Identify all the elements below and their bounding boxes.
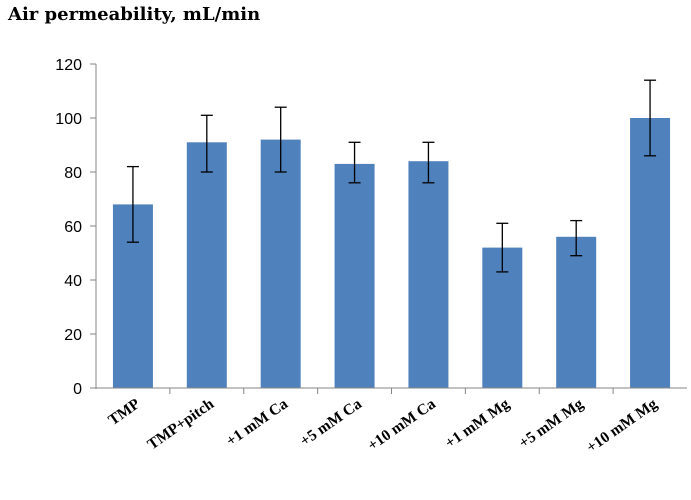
x-tick-label: +10 mM Ca (365, 395, 439, 454)
bar-3 (334, 163, 375, 388)
y-axis-ticks: 0 20 40 60 80 100 120 (55, 57, 96, 398)
bars (112, 118, 671, 388)
bar-1 (186, 142, 227, 388)
error-bars (126, 79, 657, 273)
x-tick-label: +5 mM Mg (516, 395, 587, 452)
bar-4 (408, 161, 449, 388)
x-tick-label: +10 mM Mg (583, 395, 660, 456)
y-tick-label: 0 (73, 381, 82, 398)
y-tick-label: 20 (64, 327, 82, 344)
y-tick-label: 60 (64, 219, 82, 236)
x-tick-label: +1 mM Ca (223, 395, 291, 450)
x-tick-label: +5 mM Ca (297, 395, 365, 450)
x-axis-ticks: TMP TMP+pitch +1 mM Ca +5 mM Ca +10 mM Ca +1 … (105, 388, 661, 456)
y-tick-label: 100 (55, 111, 82, 128)
x-tick-label: +1 mM Mg (442, 395, 513, 452)
y-tick-label: 80 (64, 165, 82, 182)
chart-title: Air permeability, mL/min (7, 4, 260, 25)
y-tick-label: 40 (64, 273, 82, 290)
bar-6 (556, 236, 597, 388)
bar-7 (630, 118, 671, 388)
x-tick-label: TMP+pitch (144, 395, 217, 453)
x-tick-label: TMP (105, 395, 143, 429)
bar-2 (260, 139, 301, 388)
y-tick-label: 120 (55, 57, 82, 74)
